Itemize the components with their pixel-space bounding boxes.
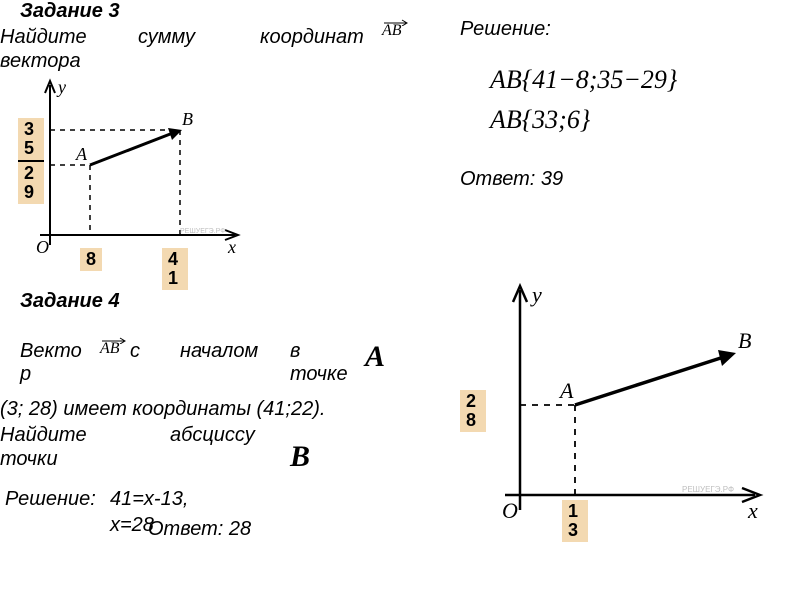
g2-B: B (738, 328, 751, 353)
task3-prompt-word1: Найдите (0, 26, 87, 49)
t4-line3b: абсциссу (170, 424, 255, 447)
t4-line3a: Найдите (0, 424, 87, 447)
t4-line2: (3; 28) имеет координаты (41;22). (0, 398, 325, 421)
pointB: B (182, 109, 193, 129)
watermark: РЕШУЕГЭ.РФ (180, 228, 226, 235)
g2-A: A (558, 378, 574, 403)
task3-graph: y x O A B РЕШУЕГЭ.РФ (20, 75, 250, 275)
t4-w3: началом (180, 340, 258, 363)
g2-x: x (747, 498, 758, 523)
task3-title: Задание 3 (20, 0, 120, 23)
t4-w4: в точке (290, 340, 340, 386)
hl-41: 4 1 (162, 248, 188, 290)
t4-answer: Ответ: 28 (148, 518, 251, 541)
x-axis-label: x (227, 237, 236, 257)
task3-prompt-word3: координат (260, 26, 364, 49)
origin-label: O (36, 237, 49, 257)
hl-28: 2 8 (460, 390, 486, 432)
y-axis-label: y (56, 77, 66, 97)
g2-wm: РЕШУЕГЭ.РФ (682, 485, 734, 494)
t4-letterB: B (290, 440, 310, 474)
g2-y: y (530, 282, 542, 307)
hl-29: 2 9 (18, 160, 44, 204)
vector-ab-symbol: AB (382, 22, 402, 40)
g2-O: O (502, 498, 518, 523)
vector-ab-symbol-2: AB (100, 340, 120, 358)
t4-calc1: 41=x-13, (110, 488, 188, 511)
t3-calc2: AB{33;6} (490, 105, 590, 135)
hl-35: 3 5 (18, 118, 44, 160)
t4-solution-label: Решение: (5, 488, 96, 511)
t3-solution-label: Решение: (460, 18, 551, 41)
task4-graph: y x O A B РЕШУЕГЭ.РФ (460, 280, 770, 550)
t4-line4: точки (0, 448, 58, 471)
task3-prompt-word4: вектора (0, 50, 81, 73)
t4-w1: Векто р (20, 340, 80, 386)
task4-title: Задание 4 (20, 290, 120, 313)
t4-w2: с (130, 340, 140, 363)
t3-calc1: AB{41−8;35−29} (490, 65, 677, 95)
task3-prompt-word2: сумму (138, 26, 195, 49)
t4-letterA: A (365, 340, 385, 374)
hl-13: 1 3 (562, 500, 588, 542)
t3-answer: Ответ: 39 (460, 168, 563, 191)
pointA: A (75, 144, 88, 164)
hl-8: 8 (80, 248, 102, 271)
